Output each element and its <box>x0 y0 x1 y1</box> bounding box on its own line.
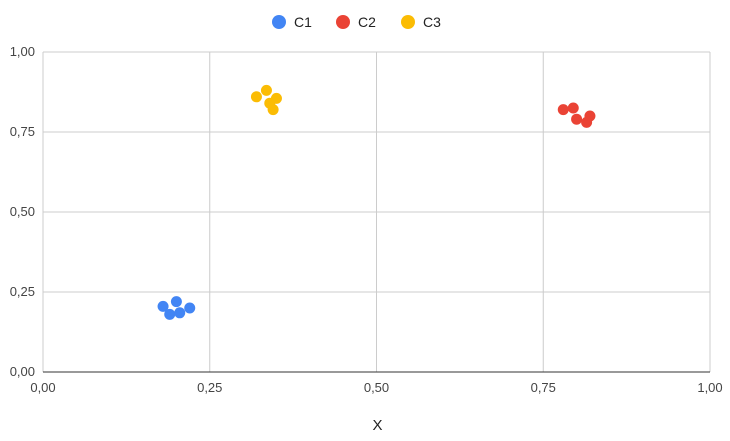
y-tick-label: 0,00 <box>10 364 35 379</box>
data-point-c1 <box>157 300 169 312</box>
x-tick-label: 0,75 <box>531 380 556 395</box>
data-point-c3 <box>267 104 279 116</box>
legend-item-c2[interactable]: C2 <box>336 14 376 30</box>
legend-item-c3[interactable]: C3 <box>401 14 441 30</box>
x-tick-label: 0,25 <box>197 380 222 395</box>
data-point-c2 <box>584 110 596 122</box>
y-tick-label: 1,00 <box>10 44 35 59</box>
data-point-c1 <box>170 296 182 308</box>
y-tick-label: 0,25 <box>10 284 35 299</box>
legend-label: C3 <box>423 14 441 30</box>
data-point-c3 <box>260 84 272 96</box>
grid-lines <box>42 51 711 372</box>
legend-marker-icon <box>272 15 286 29</box>
data-point-c1 <box>164 308 176 320</box>
legend-label: C1 <box>294 14 312 30</box>
data-point-c1 <box>184 302 196 314</box>
x-axis-title: X <box>372 417 382 434</box>
data-point-c3 <box>250 91 262 103</box>
y-tick-label: 0,75 <box>10 124 35 139</box>
y-tick-label: 0,50 <box>10 204 35 219</box>
data-points <box>157 84 596 320</box>
data-point-c2 <box>571 113 583 125</box>
x-tick-label: 0,50 <box>364 380 389 395</box>
legend-label: C2 <box>358 14 376 30</box>
data-point-c1 <box>174 307 186 319</box>
legend-marker-icon <box>401 15 415 29</box>
data-point-c2 <box>557 104 569 116</box>
legend[interactable]: C1 C2 C3 <box>272 14 441 30</box>
x-tick-label: 1,00 <box>697 380 722 395</box>
legend-item-c1[interactable]: C1 <box>272 14 312 30</box>
data-point-c3 <box>270 92 282 104</box>
legend-marker-icon <box>336 15 350 29</box>
x-tick-label: 0,00 <box>30 380 55 395</box>
data-point-c2 <box>567 102 579 114</box>
tick-labels: 0,00 0,25 0,50 0,75 1,00 0,00 0,25 0,50 0,75 1,00 <box>10 44 723 395</box>
